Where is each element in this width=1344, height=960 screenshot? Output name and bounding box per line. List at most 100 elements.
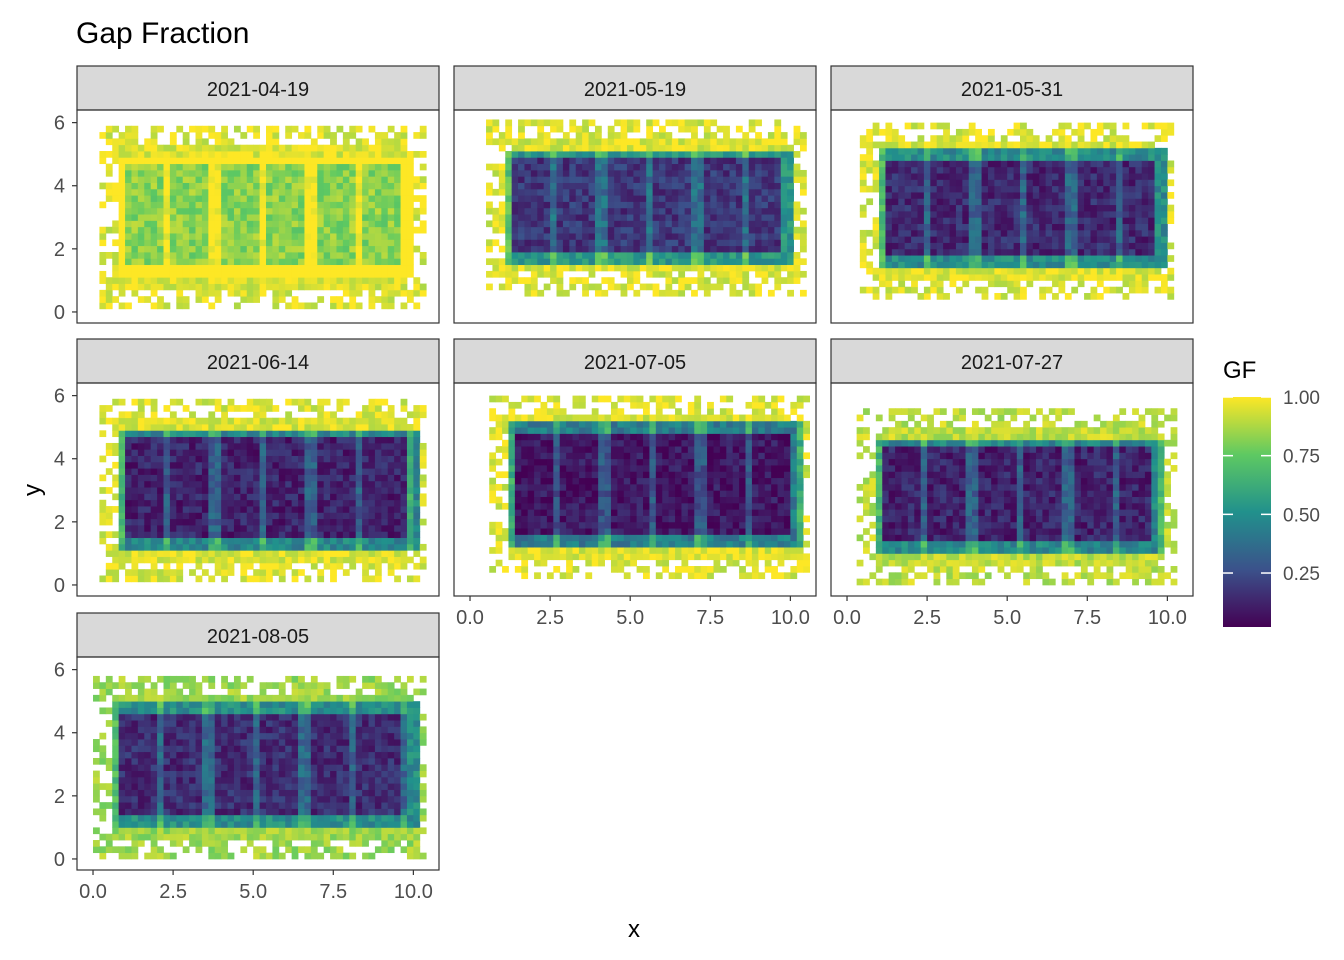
heatmap-cell	[176, 569, 184, 576]
heatmap-cell	[1103, 122, 1111, 130]
heatmap-cell	[298, 468, 305, 475]
heatmap-cell	[240, 195, 248, 202]
heatmap-cell	[246, 182, 254, 190]
heatmap-cell	[131, 239, 139, 247]
heatmap-cell	[182, 405, 190, 412]
heatmap-cell	[336, 252, 344, 259]
heatmap-cell	[780, 132, 788, 139]
heatmap-cell	[626, 169, 634, 177]
heatmap-cell	[1052, 173, 1059, 180]
heatmap-cell	[569, 125, 577, 133]
heatmap-cell	[859, 248, 867, 256]
heatmap-cell	[362, 182, 369, 190]
heatmap-cell	[253, 296, 260, 303]
heatmap-cell	[1064, 236, 1072, 243]
heatmap-cell	[1039, 160, 1047, 168]
heatmap-cell	[885, 248, 893, 256]
heatmap-cell	[240, 506, 248, 513]
heatmap-cell	[374, 226, 382, 234]
heatmap-cell	[859, 261, 867, 269]
heatmap-cell	[227, 151, 235, 158]
heatmap-cell	[163, 543, 171, 551]
heatmap-cell	[1135, 154, 1143, 161]
heatmap-cell	[105, 569, 113, 576]
heatmap-cell	[671, 252, 679, 259]
heatmap-cell	[1128, 173, 1136, 180]
heatmap-cell	[1020, 274, 1027, 281]
heatmap-cell	[1141, 166, 1149, 174]
heatmap-cell	[118, 283, 126, 291]
heatmap-cell	[342, 543, 350, 551]
heatmap-cell	[943, 135, 950, 142]
heatmap-cell	[176, 188, 184, 196]
heatmap-cell	[118, 474, 126, 482]
heatmap-cell	[304, 277, 312, 284]
heatmap-cell	[208, 214, 216, 221]
heatmap-cell	[981, 166, 989, 174]
heatmap-cell	[278, 214, 286, 221]
heatmap-cell	[394, 525, 401, 532]
heatmap-cell	[1058, 229, 1066, 237]
heatmap-cell	[272, 201, 280, 209]
heatmap-cell	[131, 138, 139, 146]
heatmap-cell	[891, 217, 899, 224]
heatmap-cell	[323, 411, 331, 419]
heatmap-cell	[543, 144, 551, 152]
heatmap-cell	[1064, 147, 1072, 155]
heatmap-cell	[891, 242, 899, 250]
heatmap-cell	[710, 169, 718, 177]
heatmap-cell	[233, 252, 241, 259]
heatmap-cell	[298, 207, 305, 215]
heatmap-cell	[774, 220, 782, 228]
heatmap-cell	[253, 239, 260, 247]
heatmap-cell	[537, 289, 545, 297]
heatmap-cell	[253, 550, 260, 557]
heatmap-cell	[182, 182, 190, 190]
heatmap-cell	[665, 214, 673, 221]
heatmap-cell	[394, 493, 401, 501]
heatmap-cell	[735, 201, 743, 209]
heatmap-cell	[582, 169, 589, 177]
heatmap-cell	[748, 144, 756, 152]
heatmap-cell	[866, 147, 874, 155]
heatmap-cell	[304, 499, 312, 507]
heatmap-cell	[1058, 274, 1066, 281]
heatmap-cell	[112, 417, 120, 425]
heatmap-cell	[419, 176, 427, 183]
heatmap-cell	[904, 236, 912, 243]
heatmap-cell	[214, 436, 222, 444]
heatmap-cell	[291, 169, 299, 177]
heatmap-cell	[323, 125, 331, 133]
heatmap-cell	[163, 226, 171, 234]
heatmap-cell	[195, 226, 203, 234]
heatmap-cell	[936, 242, 944, 250]
heatmap-cell	[710, 233, 718, 240]
heatmap-cell	[330, 487, 337, 494]
heatmap-cell	[304, 188, 312, 196]
heatmap-cell	[112, 151, 120, 158]
heatmap-cell	[550, 220, 557, 228]
heatmap-cell	[898, 267, 906, 275]
heatmap-cell	[1116, 154, 1123, 161]
heatmap-cell	[742, 220, 750, 228]
heatmap-cell	[157, 493, 164, 501]
heatmap-cell	[259, 252, 267, 259]
heatmap-cell	[214, 163, 222, 171]
heatmap-cell	[105, 543, 113, 551]
heatmap-cell	[1141, 160, 1149, 168]
heatmap-cell	[793, 207, 801, 215]
heatmap-cell	[1071, 147, 1079, 155]
heatmap-cell	[355, 550, 363, 557]
heatmap-cell	[748, 176, 756, 183]
heatmap-cell	[1160, 160, 1168, 168]
heatmap-cell	[278, 449, 286, 456]
heatmap-cell	[368, 214, 376, 221]
heatmap-cell	[703, 144, 711, 152]
heatmap-cell	[665, 283, 673, 291]
heatmap-cell	[729, 283, 737, 291]
heatmap-cell	[374, 296, 382, 303]
heatmap-cell	[1160, 147, 1168, 155]
heatmap-cell	[1109, 135, 1117, 142]
heatmap-cell	[240, 518, 248, 526]
heatmap-cell	[994, 280, 1002, 288]
